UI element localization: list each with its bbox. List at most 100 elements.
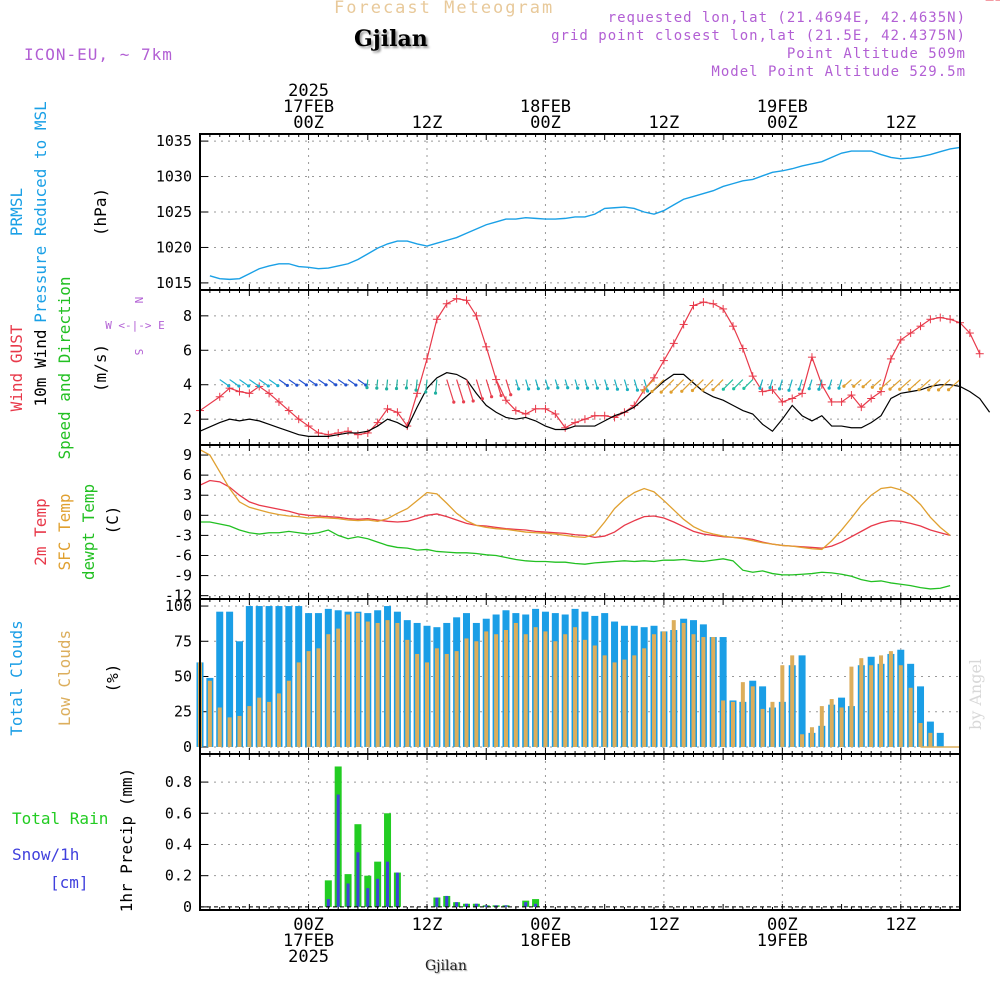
low-cloud-bar (355, 613, 360, 747)
wind-arrow-head (344, 383, 348, 387)
y-tick-label: 6 (183, 466, 192, 484)
y-tick-label: 0.2 (165, 867, 192, 885)
snow-bar (484, 905, 488, 907)
low-cloud-bar (632, 655, 637, 747)
snow-bar (386, 861, 390, 907)
y-tick-label: 50 (174, 668, 192, 686)
gust-marker (521, 410, 530, 418)
wind-arrow (505, 379, 512, 395)
snow-label: Snow/1h (12, 845, 79, 864)
wind-arrow-head (659, 390, 663, 394)
wind-arrow-head (536, 387, 540, 391)
low-cloud-bar (622, 659, 627, 747)
rain-bar (532, 899, 540, 907)
low-cloud-bar (494, 634, 499, 747)
y-tick-label: 1020 (156, 238, 192, 256)
low-cloud-bar (701, 637, 706, 747)
wind-line (199, 372, 991, 437)
wind-arrow-head (304, 383, 308, 387)
wind-arrow-head (489, 395, 494, 399)
top-axis-label: 2025 (288, 81, 329, 101)
low-cloud-bar (582, 639, 587, 747)
bottom-axis-label: 2025 (288, 947, 329, 967)
wind-unit: (m/s) (91, 344, 110, 392)
wind-arrow-head (227, 384, 231, 388)
wind-arrow-head (870, 385, 874, 389)
snow-bar (376, 878, 380, 907)
grid-point-coords: grid point closest lon,lat (21.5E, 42.43… (551, 28, 966, 44)
low-cloud-bar (543, 631, 548, 747)
gust-marker (886, 354, 895, 363)
total-cloud-bar (936, 732, 944, 747)
clouds-unit: (%) (103, 664, 122, 693)
low-cloud-bar (464, 638, 469, 747)
bottom-axis-label: 12Z (885, 915, 916, 935)
wind-arrow (613, 379, 619, 390)
bottom-axis-label: 19FEB (757, 931, 808, 951)
wind-arrow-head (385, 387, 389, 391)
snow-bar (534, 903, 538, 907)
low-cloud-bar (642, 648, 647, 747)
snow-bar (356, 852, 360, 907)
gust-marker (936, 313, 945, 322)
bottom-axis-label: 00Z (293, 915, 324, 935)
wind-arrow (239, 379, 249, 387)
wind-arrow (219, 379, 230, 387)
gust-marker (580, 415, 589, 424)
y-tick-label: 1035 (156, 132, 192, 150)
y-tick-label: 1025 (156, 203, 192, 221)
wind-arrow-head (641, 389, 645, 393)
low-cloud-bar (563, 634, 568, 747)
wind-arrow (249, 379, 259, 387)
low-cloud-bar (365, 621, 370, 747)
low-cloud-bar (573, 627, 578, 747)
low-cloud-bar (740, 682, 745, 747)
y-tick-label: 4 (183, 376, 192, 394)
wind-arrow-head (645, 389, 650, 393)
wind-arrow-head (936, 388, 941, 392)
wind-arrow-head (827, 386, 831, 390)
gust-marker (571, 418, 580, 427)
wind-arrow (733, 379, 744, 390)
total-cloud-bar (275, 606, 283, 747)
low-cloud-bar (760, 708, 765, 747)
low-cloud-bar (918, 723, 923, 747)
wind-arrow-head (285, 383, 289, 388)
y-tick-label: 0.8 (165, 773, 192, 791)
gust-marker (363, 428, 372, 437)
gust-marker (906, 329, 915, 338)
gust-marker (719, 304, 728, 313)
low-cloud-bar (819, 706, 824, 747)
low-cloud-bar (800, 734, 805, 747)
wind-arrow-head (888, 387, 892, 391)
y-tick-label: 3 (183, 486, 192, 504)
wind-arrow-head (433, 391, 438, 395)
wind-arrow-head (237, 384, 241, 388)
low-cloud-bar (691, 634, 696, 747)
snow-bar (455, 902, 459, 907)
low-cloud-bar (286, 680, 291, 747)
wind-arrow-head (650, 389, 654, 394)
snow-bar (395, 872, 399, 907)
wind-arrow (475, 379, 483, 399)
gust-marker (965, 329, 974, 338)
gust-marker (748, 372, 757, 381)
gust-line (199, 297, 981, 436)
gust-marker (383, 404, 392, 413)
gust-marker (728, 322, 737, 331)
wind-arrow (623, 379, 628, 390)
wind-arrow (642, 379, 655, 392)
wind-arrow (692, 379, 704, 391)
gust-marker (798, 389, 807, 398)
y-tick-label: 25 (174, 703, 192, 721)
low-cloud-bar (661, 631, 666, 747)
wind-arrow (670, 379, 685, 393)
model-altitude: Model Point Altitude 529.5m (711, 64, 966, 80)
low-cloud-bar (316, 648, 321, 747)
gust-marker (946, 315, 955, 324)
panel-frame (199, 753, 961, 911)
wind-arrow-head (324, 383, 328, 387)
gust-marker (847, 391, 856, 400)
wind-arrow-head (499, 393, 503, 398)
top-axis-label: 00Z (293, 113, 324, 133)
